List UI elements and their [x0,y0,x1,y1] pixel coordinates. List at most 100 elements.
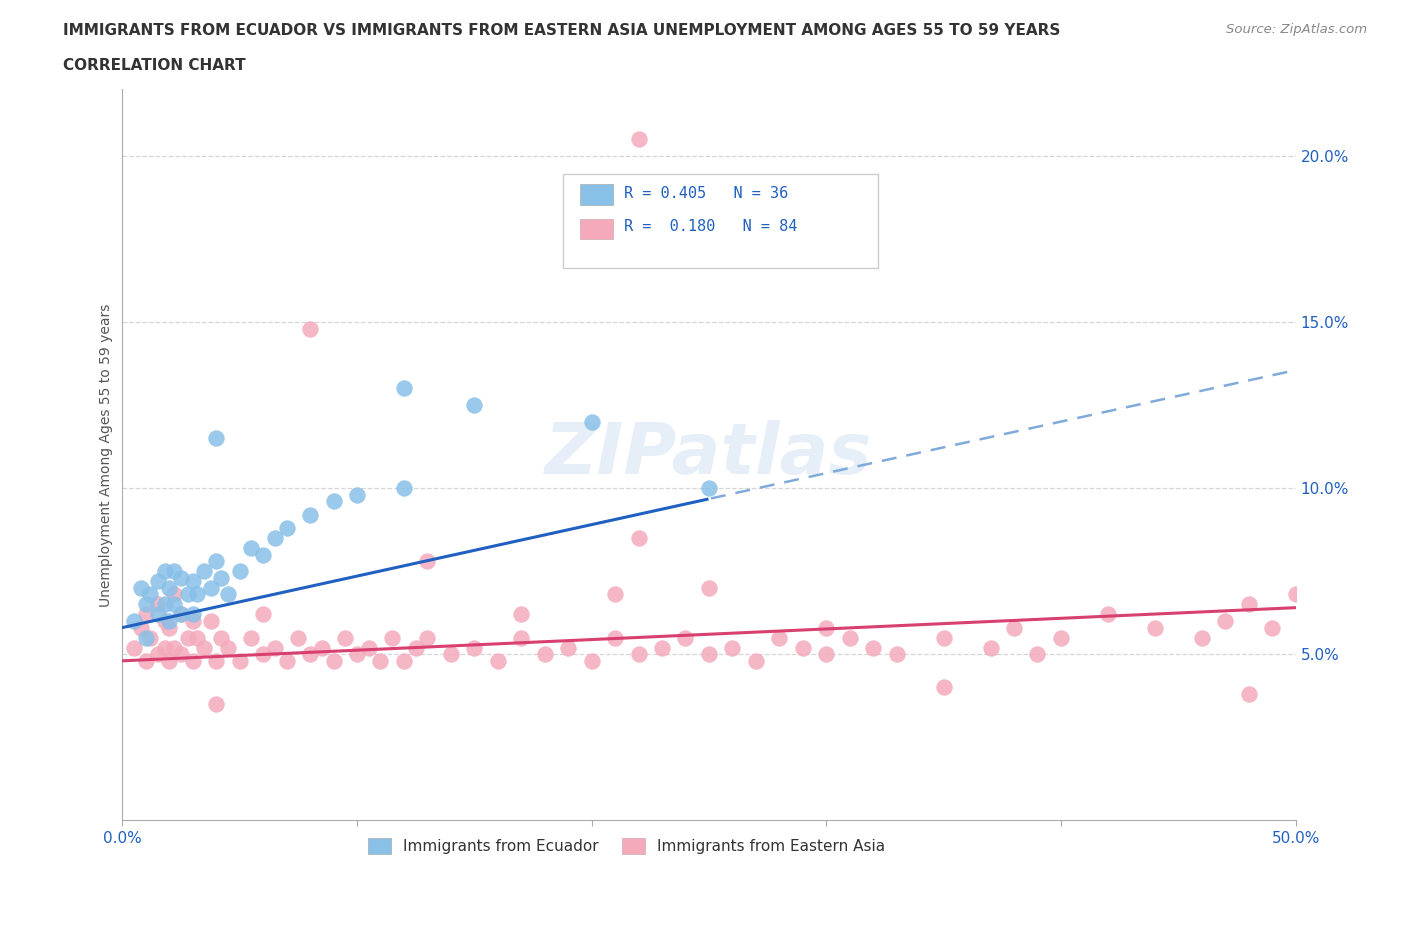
Point [1191,631,1213,645]
Point [263,640,285,655]
Point [1213,614,1236,629]
Point [170,607,193,622]
Point [146,646,169,661]
Point [357,640,380,655]
Point [122,640,145,655]
Point [1143,620,1166,635]
Point [416,553,439,568]
Text: R = 0.405   N = 36: R = 0.405 N = 36 [624,186,789,201]
Point [163,564,186,578]
Point [1237,686,1260,701]
Point [721,640,744,655]
Point [299,321,322,336]
Point [627,132,650,147]
Point [135,631,157,645]
Point [209,631,232,645]
Point [135,607,157,622]
Point [129,620,152,635]
Point [581,654,603,669]
Point [157,580,180,595]
Point [815,646,838,661]
Point [510,607,533,622]
Point [287,631,309,645]
Point [299,646,322,661]
Point [381,631,404,645]
Point [135,597,157,612]
Point [533,646,555,661]
Point [932,631,955,645]
Point [1237,597,1260,612]
Text: ZIPatlas: ZIPatlas [546,420,873,489]
Point [335,631,357,645]
Point [200,614,222,629]
Point [651,640,673,655]
Point [228,564,250,578]
Point [627,530,650,545]
Point [276,654,298,669]
Point [205,654,228,669]
Point [252,607,274,622]
Point [370,654,392,669]
Point [181,614,204,629]
Point [886,646,908,661]
Point [392,654,415,669]
Point [163,587,186,602]
Point [181,654,204,669]
Point [186,631,208,645]
Point [627,646,650,661]
Point [146,574,169,589]
Point [177,631,200,645]
Point [1050,631,1073,645]
Point [163,640,186,655]
Point [139,587,162,602]
Point [157,620,180,635]
Point [157,654,180,669]
Point [153,614,176,629]
Point [392,381,415,396]
Point [209,570,232,585]
Text: IMMIGRANTS FROM ECUADOR VS IMMIGRANTS FROM EASTERN ASIA UNEMPLOYMENT AMONG AGES : IMMIGRANTS FROM ECUADOR VS IMMIGRANTS FR… [63,23,1060,38]
Point [193,564,215,578]
Point [838,631,860,645]
Point [170,607,193,622]
Point [193,640,215,655]
Point [980,640,1002,655]
Point [299,507,322,522]
Point [581,414,603,429]
Point [122,614,145,629]
Point [129,580,152,595]
Point [815,620,838,635]
Point [346,646,368,661]
Point [697,646,720,661]
Point [252,547,274,562]
Point [170,646,193,661]
Point [768,631,790,645]
Point [205,553,228,568]
Point [1002,620,1025,635]
Point [217,587,239,602]
Point [252,646,274,661]
Point [603,587,626,602]
Point [1097,607,1119,622]
Point [416,631,439,645]
Point [463,640,485,655]
Point [322,654,344,669]
Point [135,654,157,669]
Point [603,631,626,645]
Point [205,697,228,711]
Point [392,481,415,496]
Text: R =  0.180   N = 84: R = 0.180 N = 84 [624,219,797,234]
FancyBboxPatch shape [564,174,877,268]
Point [486,654,509,669]
Point [146,597,169,612]
FancyBboxPatch shape [579,219,613,239]
Point [1261,620,1284,635]
Point [745,654,768,669]
Point [263,530,285,545]
Point [862,640,884,655]
Point [792,640,814,655]
Point [276,521,298,536]
FancyBboxPatch shape [579,184,613,205]
Point [405,640,427,655]
Point [153,597,176,612]
